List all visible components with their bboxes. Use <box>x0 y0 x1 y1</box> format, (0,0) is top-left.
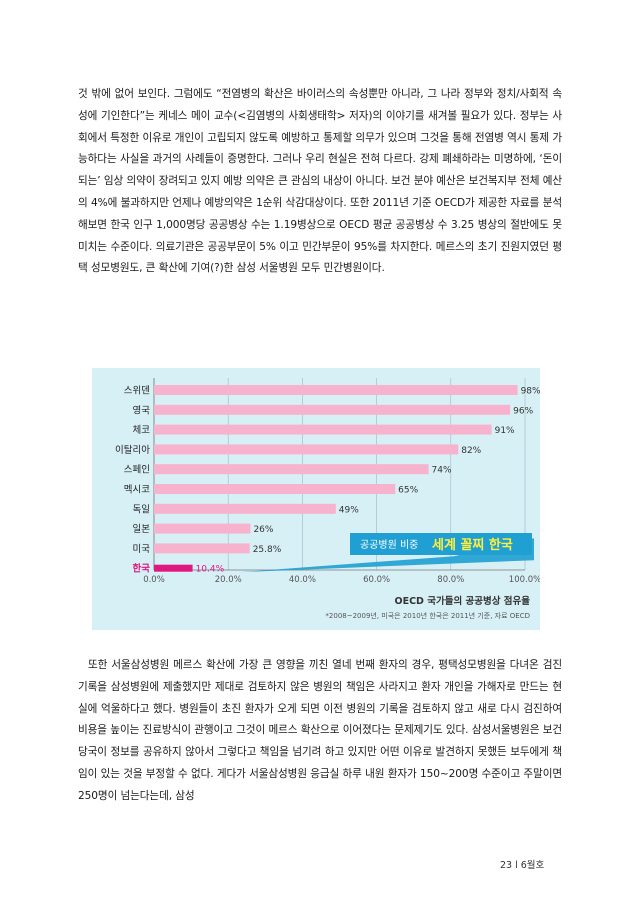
value-label: 74% <box>432 466 452 476</box>
chart-svg: 0.0% 20.0% 40.0% 60.0% 80.0% 100.0% 스위덴 98% 영국 96… <box>115 378 540 620</box>
value-label: 98% <box>521 387 540 397</box>
chart-note: *2008~2009년, 미국은 2010년 한국은 2011년 기준, 자료 … <box>325 611 530 620</box>
bar <box>154 523 251 534</box>
value-label: 96% <box>513 406 533 416</box>
category-label: 일본 <box>133 524 151 535</box>
x-tick-label: 60.0% <box>363 575 390 585</box>
category-label: 한국 <box>133 563 151 575</box>
bar <box>154 503 336 514</box>
bar <box>154 404 511 415</box>
chart-title: OECD 국가들의 공공병상 점유율 <box>395 595 531 607</box>
bar <box>154 444 459 455</box>
category-label: 스위덴 <box>124 385 150 397</box>
category-label: 미국 <box>133 544 151 555</box>
category-label: 멕시코 <box>124 485 150 496</box>
category-label: 이탈리아 <box>115 444 150 456</box>
bar <box>154 484 396 494</box>
x-tick-label: 20.0% <box>215 575 242 585</box>
value-label: 10.4% <box>196 565 225 575</box>
bar <box>154 464 429 475</box>
value-label: 26% <box>253 525 273 535</box>
bar <box>154 424 492 435</box>
category-label: 스페인 <box>124 465 150 476</box>
value-label: 49% <box>339 505 359 515</box>
value-label: 25.8% <box>253 545 282 555</box>
bar <box>154 543 250 554</box>
body-paragraph-2: 또한 서울삼성병원 메르스 확산에 가장 큰 영향을 끼친 열네 번째 환자의 … <box>78 659 562 802</box>
x-tick-label: 100.0% <box>509 575 540 585</box>
value-label: 91% <box>495 426 515 436</box>
category-label: 체코 <box>133 425 151 436</box>
x-tick-label: 0.0% <box>143 575 165 585</box>
category-label: 독일 <box>133 504 150 515</box>
category-label: 영국 <box>133 405 151 416</box>
bar <box>154 385 518 395</box>
bar <box>154 564 193 572</box>
callout-text-bold: 세계 꼴찌 한국 <box>432 537 513 553</box>
x-tick-label: 80.0% <box>437 575 464 585</box>
callout-text-normal: 공공병원 비중 <box>360 539 418 551</box>
callout-wedge <box>239 538 534 573</box>
callout-box <box>350 533 532 555</box>
body-paragraph-1: 것 밖에 없어 보인다. 그럼에도 “전염병의 확산은 바이러스의 속성뿐만 아… <box>78 88 562 275</box>
x-tick-label: 40.0% <box>289 575 316 585</box>
public-hospital-share-chart: 0.0% 20.0% 40.0% 60.0% 80.0% 100.0% 스위덴 98% 영국 96… <box>92 368 540 630</box>
value-label: 82% <box>461 446 481 456</box>
value-label: 65% <box>398 486 418 496</box>
page-footer: 23 l 6월호 <box>500 860 545 871</box>
